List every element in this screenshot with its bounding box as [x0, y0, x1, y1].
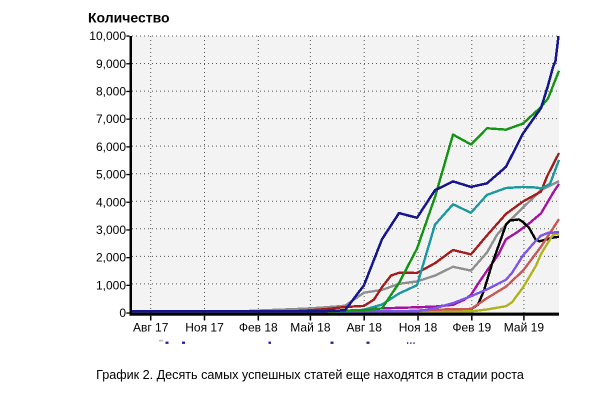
svg-text:0: 0 — [119, 306, 126, 320]
svg-text:График 2. Десять самых успешны: График 2. Десять самых успешных статей е… — [96, 368, 524, 382]
svg-text:Авг 17: Авг 17 — [133, 321, 169, 335]
svg-text:Май 19: Май 19 — [504, 321, 545, 335]
svg-text:Фев 19: Фев 19 — [452, 321, 491, 335]
svg-text:Фев 18: Фев 18 — [239, 321, 278, 335]
svg-text:2,000: 2,000 — [96, 251, 126, 265]
svg-text:10,000: 10,000 — [89, 29, 126, 43]
svg-text:3,000: 3,000 — [96, 223, 126, 237]
svg-text:Авг 18: Авг 18 — [346, 321, 382, 335]
svg-text:7,000: 7,000 — [96, 112, 126, 126]
svg-text:4,000: 4,000 — [96, 195, 126, 209]
svg-text:5,000: 5,000 — [96, 168, 126, 182]
svg-text:Количество: Количество — [88, 10, 170, 26]
svg-text:6,000: 6,000 — [96, 140, 126, 154]
svg-text:1,000: 1,000 — [96, 278, 126, 292]
svg-text:Май 18: Май 18 — [290, 321, 331, 335]
svg-text:8,000: 8,000 — [96, 85, 126, 99]
svg-text:Ноя 17: Ноя 17 — [185, 321, 224, 335]
svg-text:Ноя 18: Ноя 18 — [399, 321, 438, 335]
svg-text:9,000: 9,000 — [96, 57, 126, 71]
